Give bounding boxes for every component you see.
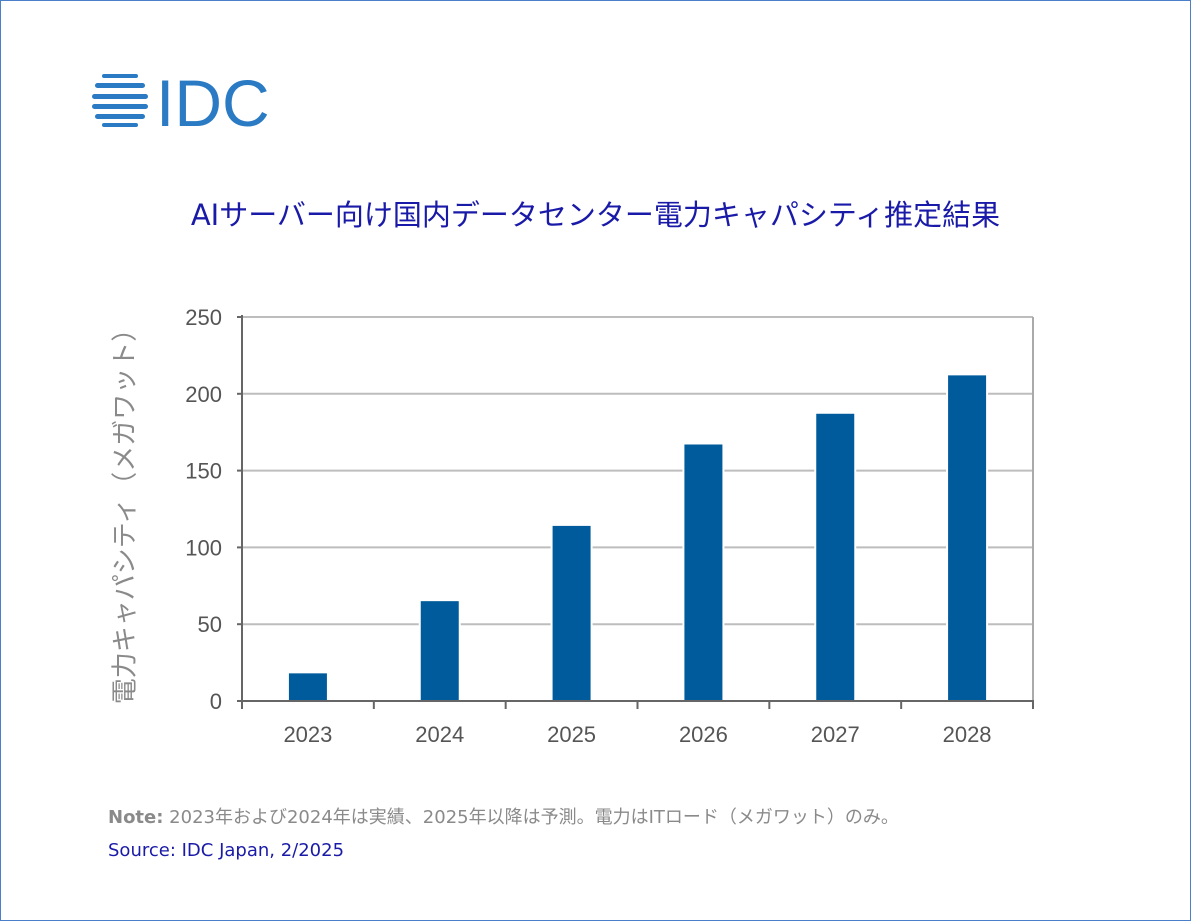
y-tick-label: 50 (198, 612, 222, 637)
source: Source: IDC Japan, 2/2025 (108, 840, 345, 861)
note-text: 2023年および2024年は実績、2025年以降は予測。電力はITロード（メガワ… (163, 807, 899, 828)
bar (288, 673, 327, 701)
y-tick-label: 100 (185, 535, 222, 560)
x-tick-label: 2027 (811, 722, 860, 747)
bar (948, 375, 987, 701)
logo-text: IDC (156, 70, 270, 130)
idc-logo: IDC (92, 70, 270, 130)
chart-title: AIサーバー向け国内データセンター電力キャパシティ推定結果 (190, 198, 1001, 232)
note-label: Note: (108, 807, 164, 828)
bar (816, 413, 855, 701)
x-tick-label: 2023 (283, 722, 332, 747)
x-tick-label: 2026 (679, 722, 728, 747)
note: Note: 2023年および2024年は実績、2025年以降は予測。電力はITロ… (108, 803, 899, 829)
y-tick-label: 0 (210, 689, 222, 714)
x-tick-label: 2028 (943, 722, 992, 747)
x-tick-label: 2025 (547, 722, 596, 747)
bar (684, 444, 723, 701)
y-tick-label: 150 (185, 459, 222, 484)
y-tick-label: 200 (185, 382, 222, 407)
bar (420, 601, 459, 701)
y-tick-label: 250 (185, 305, 222, 330)
bar (552, 525, 591, 701)
x-tick-label: 2024 (415, 722, 464, 747)
